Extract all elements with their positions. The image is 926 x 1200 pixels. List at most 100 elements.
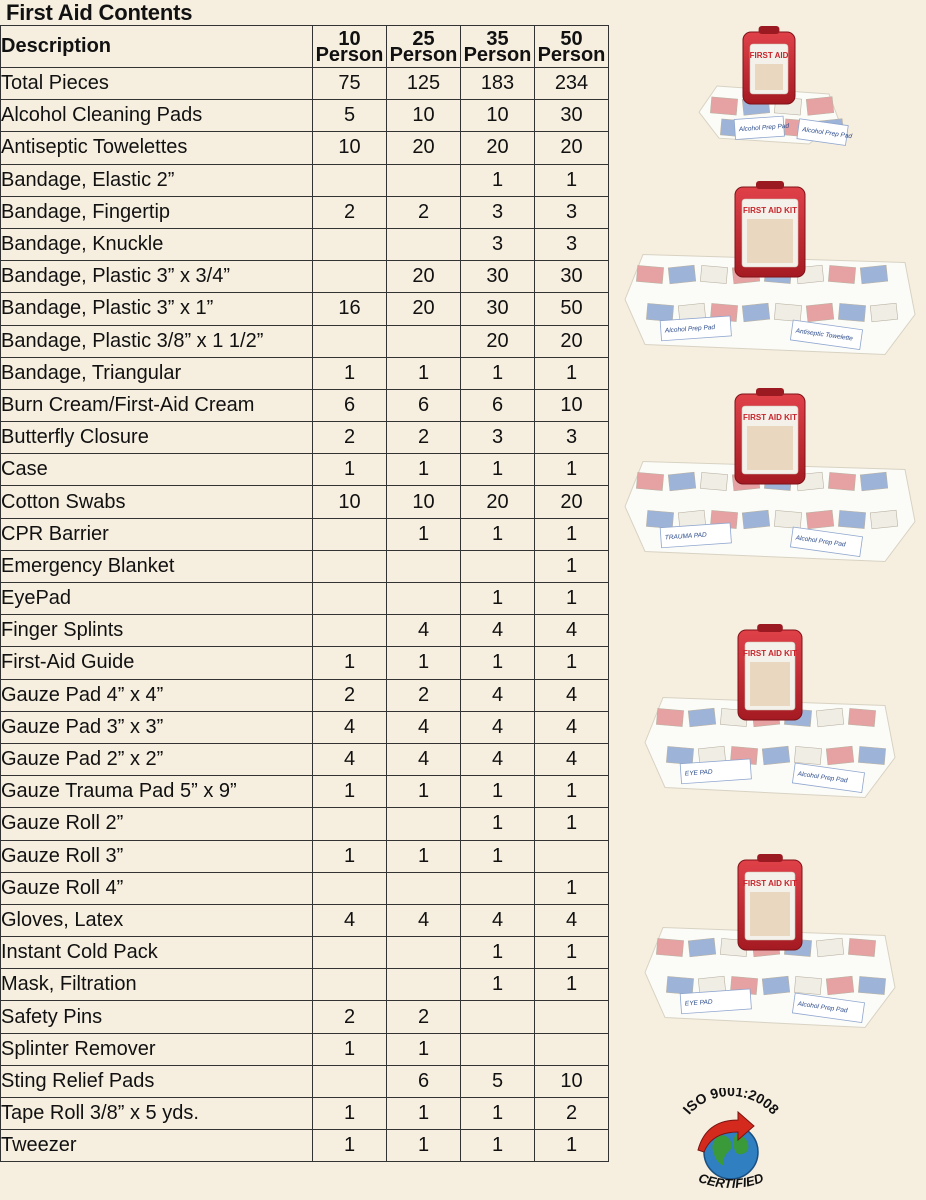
table-row: Bandage, Plastic 3” x 1” 16 20 30 50: [0, 292, 609, 326]
kit-case-label: FIRST AID KIT: [743, 206, 797, 215]
item-quantity: [312, 968, 387, 1002]
item-description: Instant Cold Pack: [0, 936, 313, 970]
item-quantity: 1: [312, 453, 387, 487]
column-header-25-person: 25 Person: [386, 25, 461, 68]
table-row: Instant Cold Pack 1 1: [0, 936, 609, 970]
item-quantity: 1: [534, 807, 609, 841]
item-quantity: 1: [460, 936, 535, 970]
item-quantity: 1: [386, 646, 461, 680]
packet-label: EYE PAD: [685, 769, 713, 778]
column-header-unit: Person: [463, 43, 532, 66]
table-row: Gauze Roll 4” 1: [0, 871, 609, 905]
item-quantity: 1: [534, 936, 609, 970]
table-row: Gloves, Latex 4 4 4 4: [0, 903, 609, 938]
table-row: Gauze Pad 4” x 4” 2 2 4 4: [0, 678, 609, 712]
item-quantity: [386, 936, 461, 970]
item-quantity: [460, 1000, 535, 1034]
item-quantity: [386, 227, 461, 262]
item-quantity: 3: [460, 227, 535, 262]
table-row: Bandage, Elastic 2” 1 1: [0, 163, 609, 197]
item-quantity: [386, 581, 461, 616]
item-quantity: 4: [460, 710, 535, 744]
table-row: Gauze Pad 3” x 3” 4 4 4 4: [0, 710, 609, 744]
item-quantity: 2: [386, 1000, 461, 1034]
item-quantity: 20: [386, 292, 461, 326]
packet-label: EYE PAD: [685, 999, 713, 1008]
item-quantity: 1: [534, 871, 609, 905]
item-quantity: 1: [386, 453, 461, 487]
item-description: Tweezer: [0, 1129, 313, 1163]
table-row: Bandage, Fingertip 2 2 3 3: [0, 195, 609, 229]
table-row: Alcohol Cleaning Pads 5 10 10 30: [0, 99, 609, 133]
item-quantity: 4: [534, 614, 609, 648]
item-quantity: 4: [534, 742, 609, 777]
item-quantity: 1: [460, 1129, 535, 1163]
item-quantity: [312, 871, 387, 905]
table-row: Cotton Swabs 10 10 20 20: [0, 485, 609, 519]
item-quantity: [534, 1032, 609, 1066]
item-quantity: 2: [386, 421, 461, 455]
item-description: EyePad: [0, 581, 313, 616]
item-description: Gauze Trauma Pad 5” x 9”: [0, 775, 313, 809]
item-quantity: [312, 614, 387, 648]
item-quantity: 2: [312, 678, 387, 712]
kit-case-label: FIRST AID: [750, 51, 789, 60]
item-description: Bandage, Plastic 3/8” x 1 1/2”: [0, 324, 313, 358]
item-quantity: 3: [534, 421, 609, 455]
item-quantity: 234: [534, 66, 609, 101]
item-quantity: 10: [534, 1064, 609, 1099]
item-quantity: 30: [534, 99, 609, 133]
item-quantity: [312, 260, 387, 294]
item-description: Tape Roll 3/8” x 5 yds.: [0, 1096, 313, 1131]
item-quantity: 1: [386, 356, 461, 390]
item-quantity: 1: [534, 517, 609, 551]
item-quantity: 4: [460, 742, 535, 777]
item-quantity: 3: [460, 421, 535, 455]
item-description: Sting Relief Pads: [0, 1064, 313, 1099]
item-quantity: [312, 163, 387, 197]
item-description: Safety Pins: [0, 1000, 313, 1034]
packet-label: TRAUMA PAD: [665, 532, 708, 542]
item-quantity: 20: [534, 485, 609, 519]
column-header-number: 50: [560, 27, 583, 50]
column-header-35-person: 35 Person: [460, 25, 535, 68]
item-quantity: 6: [312, 388, 387, 423]
item-quantity: 1: [460, 839, 535, 873]
item-quantity: 4: [534, 710, 609, 744]
page-title: First Aid Contents: [6, 0, 193, 25]
item-quantity: 2: [312, 195, 387, 229]
item-quantity: [460, 1032, 535, 1066]
item-description: Cotton Swabs: [0, 485, 313, 519]
item-quantity: [460, 549, 535, 584]
item-quantity: [386, 871, 461, 905]
kit-photos: FIRST AID Alcohol Prep Pad Alcohol Prep Pa…: [624, 26, 916, 1029]
item-quantity: [312, 936, 387, 970]
item-quantity: 10: [534, 388, 609, 423]
item-quantity: 1: [386, 775, 461, 809]
item-description: Gauze Roll 4”: [0, 871, 313, 905]
item-quantity: 183: [460, 66, 535, 101]
table-row: Gauze Trauma Pad 5” x 9” 1 1 1 1: [0, 775, 609, 809]
column-header-unit: Person: [389, 43, 458, 66]
badge-bottom-text: CERTIFIED: [697, 1170, 766, 1191]
item-description: Bandage, Plastic 3” x 1”: [0, 292, 313, 326]
item-quantity: 20: [534, 131, 609, 165]
item-quantity: 4: [460, 678, 535, 712]
item-description: Burn Cream/First-Aid Cream: [0, 388, 313, 423]
column-header-unit: Person: [315, 43, 384, 66]
item-quantity: 10: [312, 131, 387, 165]
item-description: CPR Barrier: [0, 517, 313, 551]
item-quantity: [386, 968, 461, 1002]
item-quantity: [312, 807, 387, 841]
item-quantity: 1: [534, 163, 609, 197]
packet-label: Alcohol Prep Pad: [738, 123, 790, 134]
item-quantity: [386, 324, 461, 358]
item-quantity: 1: [460, 1096, 535, 1131]
item-quantity: 30: [460, 260, 535, 294]
item-quantity: 1: [386, 1032, 461, 1066]
item-quantity: 4: [312, 742, 387, 777]
header-row: Description 10 Person 25 Person 35 Person 5…: [0, 25, 609, 68]
table-row: Sting Relief Pads 6 5 10: [0, 1064, 609, 1099]
